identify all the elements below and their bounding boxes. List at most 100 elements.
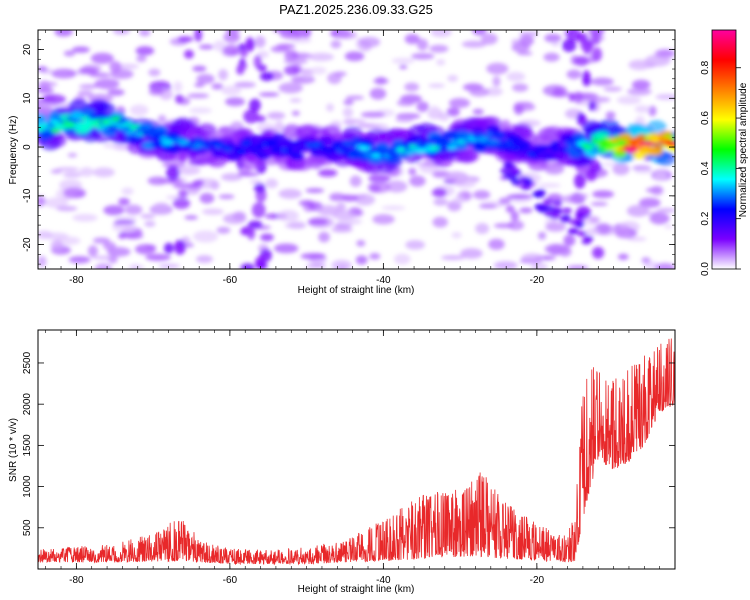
heatmap-noise-blob (290, 98, 302, 102)
heatmap-noise-blob (519, 207, 532, 213)
heatmap-branch-blob (553, 209, 563, 215)
heatmap-ridge-blob (495, 133, 505, 138)
heatmap-noise-blob (63, 187, 86, 198)
heatmap-ridge-blob (258, 148, 268, 153)
heatmap-noise-blob (140, 214, 155, 219)
heatmap-noise-blob (276, 44, 295, 49)
heatmap-ridge-blob (654, 144, 664, 149)
heatmap-noise-blob (615, 228, 630, 239)
heatmap-noise-blob (343, 107, 353, 118)
heatmap-noise-blob (356, 240, 365, 247)
heatmap-ridge-blob (610, 138, 620, 143)
heatmap-noise-blob (460, 248, 483, 259)
heatmap-noise-blob (93, 167, 115, 177)
heatmap-noise-blob (149, 88, 164, 95)
heatmap-noise-blob (372, 214, 394, 224)
heatmap-noise-blob (392, 58, 415, 64)
heatmap-noise-blob (654, 171, 667, 181)
heatmap-noise-blob (586, 228, 600, 235)
y-tick-label: 1500 (22, 434, 33, 457)
x-tick-label: -80 (69, 575, 84, 586)
heatmap-noise-blob (199, 44, 214, 49)
heatmap-streak-blob (574, 56, 589, 66)
snr-x-label: Height of straight line (km) (298, 584, 415, 595)
heatmap-noise-blob (173, 198, 190, 209)
x-tick-label: -60 (223, 275, 238, 286)
heatmap-noise-blob (184, 50, 194, 59)
heatmap-noise-blob (617, 96, 641, 105)
heatmap-noise-blob (326, 104, 334, 112)
heatmap-noise-blob (225, 97, 245, 106)
heatmap-noise-blob (122, 187, 134, 195)
heatmap-noise-blob (37, 103, 58, 108)
x-tick-label: -20 (530, 275, 545, 286)
heatmap-noise-blob (104, 144, 117, 148)
heatmap-noise-blob (519, 32, 539, 37)
heatmap-noise-blob (405, 34, 420, 44)
heatmap-noise-blob (187, 93, 209, 98)
heatmap-branch-blob (543, 199, 553, 205)
heatmap-noise-blob (69, 256, 91, 263)
heatmap-noise-blob (327, 72, 341, 84)
heatmap-noise-blob (454, 178, 476, 188)
heatmap-noise-blob (217, 227, 231, 234)
heatmap-noise-blob (299, 200, 315, 206)
heatmap-noise-blob (89, 73, 111, 78)
heatmap-branch-blob (584, 235, 594, 241)
heatmap-noise-blob (56, 206, 77, 211)
heatmap-noise-blob (453, 197, 466, 204)
heatmap-noise-blob (451, 232, 461, 238)
heatmap-streak-blob (575, 212, 585, 218)
heatmap-ridge-blob (80, 116, 90, 121)
heatmap-noise-blob (308, 53, 334, 61)
heatmap-noise-blob (103, 205, 124, 215)
heatmap-noise-blob (202, 208, 224, 214)
heatmap-streak-blob (175, 94, 184, 104)
heatmap-noise-blob (318, 169, 338, 177)
heatmap-noise-blob (469, 88, 489, 97)
heatmap-streak-blob (255, 256, 265, 268)
heatmap-noise-blob (113, 28, 131, 34)
heatmap-noise-blob (646, 187, 663, 193)
heatmap-ridge-blob (669, 142, 679, 147)
heatmap-noise-blob (429, 106, 439, 115)
heatmap-noise-blob (192, 66, 206, 72)
heatmap-branch-blob (560, 217, 570, 223)
heatmap-noise-blob (370, 88, 386, 100)
heatmap-noise-blob (381, 206, 405, 211)
y-tick-label: 20 (22, 44, 33, 56)
heatmap-noise-blob (130, 105, 149, 116)
heatmap-noise-blob (499, 198, 511, 205)
heatmap-noise-blob (238, 172, 260, 177)
heatmap-noise-blob (475, 223, 489, 234)
heatmap-ridge-blob (340, 147, 350, 152)
heatmap-streak-blob (562, 39, 576, 52)
heatmap-noise-blob (331, 40, 342, 49)
heatmap-noise-blob (265, 179, 278, 189)
heatmap-noise-blob (344, 119, 356, 125)
heatmap-noise-blob (184, 215, 198, 219)
heatmap-noise-blob (94, 79, 119, 90)
heatmap-noise-blob (196, 74, 214, 84)
heatmap-ridge-blob (118, 126, 128, 131)
heatmap-branch-blob (523, 181, 533, 187)
heatmap-noise-blob (39, 82, 58, 87)
spectrogram-y-label: Frequency (Hz) (8, 116, 19, 185)
heatmap-noise-blob (439, 113, 450, 121)
y-tick-label: -20 (22, 237, 33, 252)
y-tick-label: 500 (22, 519, 33, 536)
heatmap-streak-blob (238, 43, 246, 50)
heatmap-noise-blob (591, 78, 614, 86)
heatmap-streak-blob (577, 33, 588, 43)
heatmap-noise-blob (308, 218, 328, 225)
heatmap-noise-blob (318, 232, 330, 243)
heatmap-noise-blob (173, 81, 182, 92)
heatmap-noise-blob (68, 153, 78, 157)
colorbar-tick-label: 0.8 (700, 60, 711, 74)
heatmap-noise-blob (479, 204, 498, 208)
heatmap-noise-blob (51, 240, 63, 250)
heatmap-noise-blob (177, 166, 200, 175)
heatmap-ridge-blob (291, 141, 301, 146)
heatmap-streak-blob (254, 55, 262, 68)
colorbar-tick-label: 0.2 (700, 211, 711, 225)
